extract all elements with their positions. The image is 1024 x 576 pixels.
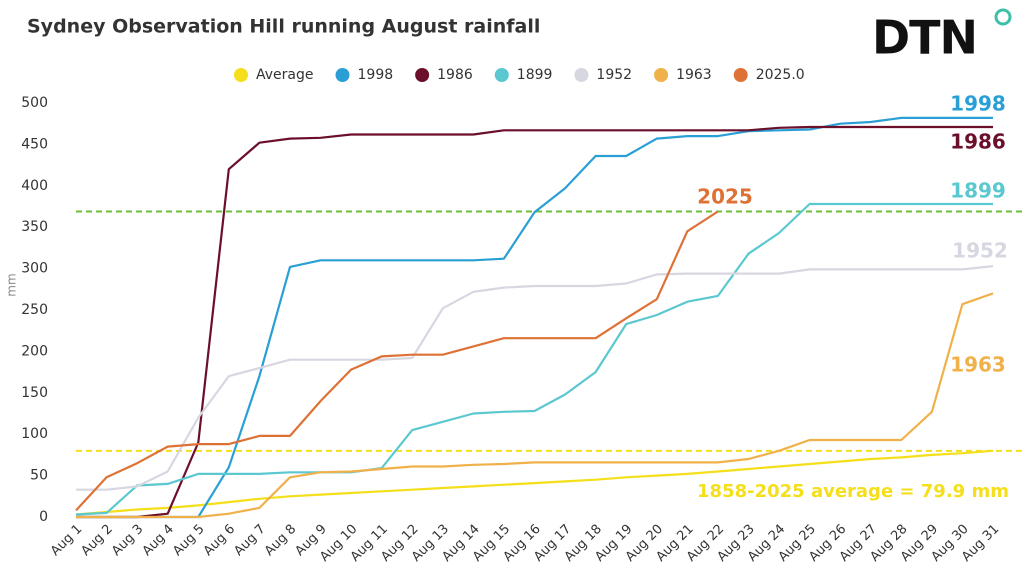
x-tick-label: Aug 2 <box>79 522 116 559</box>
x-tick-label: Aug 6 <box>201 522 238 559</box>
legend-label: 1963 <box>676 67 712 83</box>
legend-marker <box>733 68 748 82</box>
x-tick-label: Aug 1 <box>48 522 85 559</box>
y-tick-label: 250 <box>21 302 48 318</box>
annotation: 1858-2025 average = 79.9 mm <box>697 481 1009 502</box>
logo: DTN <box>872 11 977 65</box>
legend-label: 1998 <box>358 67 394 83</box>
series-line <box>75 202 993 516</box>
x-tick-label: Aug 3 <box>109 522 146 559</box>
legend-label: 2025.0 <box>756 67 805 83</box>
legend-label: 1986 <box>437 67 473 83</box>
x-tick-label: Aug 5 <box>170 522 207 559</box>
series-line <box>76 125 993 519</box>
series-end-label: 1998 <box>950 92 1006 116</box>
y-tick-label: 150 <box>21 385 48 401</box>
legend-marker <box>234 68 248 82</box>
y-tick-label: 350 <box>21 219 48 235</box>
y-tick-label: 400 <box>21 178 48 194</box>
legend-label: Average <box>256 67 314 83</box>
y-axis-label: mm <box>5 273 19 296</box>
series-line <box>76 265 994 491</box>
series-end-label: 1963 <box>950 353 1006 377</box>
x-tick-label: Aug 4 <box>140 522 177 559</box>
legend-label: 1899 <box>517 67 553 83</box>
legend-marker <box>574 68 589 82</box>
series-line <box>76 292 994 519</box>
series-line <box>75 449 994 516</box>
legend-marker <box>654 68 669 82</box>
x-tick-label: Aug 8 <box>262 522 299 559</box>
series-end-label: 1952 <box>952 239 1008 263</box>
series-end-label: 2025 <box>697 185 753 209</box>
chart-title: Sydney Observation Hill running August r… <box>27 16 540 38</box>
series-end-label: 1899 <box>950 179 1006 203</box>
series-line <box>76 116 993 519</box>
y-tick-label: 450 <box>21 136 48 152</box>
y-tick-label: 300 <box>21 261 48 277</box>
x-tick-label: Aug 7 <box>231 522 268 559</box>
series-end-label: 1986 <box>950 130 1006 154</box>
legend-marker <box>335 68 350 82</box>
y-tick-label: 50 <box>30 468 48 484</box>
y-tick-label: 500 <box>21 95 48 111</box>
series-line <box>75 210 719 512</box>
legend-marker <box>494 68 509 82</box>
y-tick-label: 0 <box>39 509 48 525</box>
legend-marker <box>415 68 430 82</box>
y-tick-label: 200 <box>21 343 48 359</box>
legend-label: 1952 <box>596 67 632 83</box>
y-tick-label: 100 <box>21 426 48 442</box>
logo-dot <box>994 8 1012 26</box>
